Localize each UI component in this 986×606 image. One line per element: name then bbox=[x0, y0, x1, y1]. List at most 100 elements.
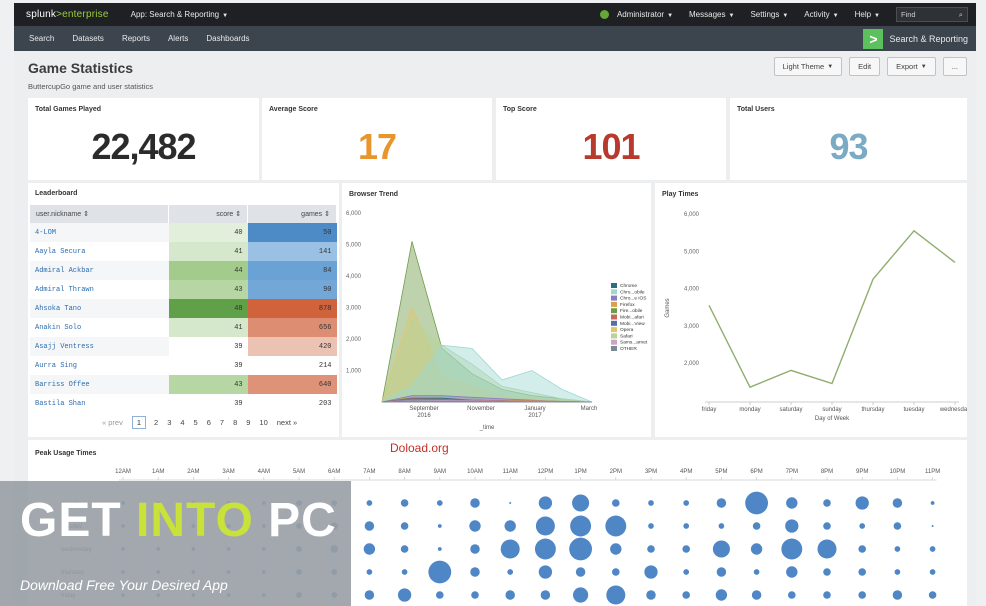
usage-bubble[interactable] bbox=[752, 522, 761, 530]
usage-bubble[interactable] bbox=[535, 516, 555, 536]
usage-bubble[interactable] bbox=[745, 491, 768, 515]
usage-bubble[interactable] bbox=[470, 567, 480, 577]
usage-bubble[interactable] bbox=[894, 569, 901, 575]
usage-bubble[interactable] bbox=[437, 524, 442, 528]
usage-bubble[interactable] bbox=[363, 543, 376, 555]
nickname-cell[interactable]: 4-LOM bbox=[30, 223, 169, 242]
nav-item-datasets[interactable]: Datasets bbox=[72, 34, 104, 43]
usage-bubble[interactable] bbox=[534, 538, 556, 560]
column-header-nickname[interactable]: user.nickname ⇕ bbox=[30, 205, 170, 223]
usage-bubble[interactable] bbox=[538, 496, 553, 510]
legend-label[interactable]: Safari bbox=[620, 333, 633, 339]
usage-bubble[interactable] bbox=[573, 587, 589, 603]
nav-item-alerts[interactable]: Alerts bbox=[167, 34, 189, 43]
legend-label[interactable]: Sams...arnet bbox=[620, 340, 648, 346]
legend-label[interactable]: Fire...obile bbox=[620, 308, 643, 314]
page-link-1[interactable]: 1 bbox=[131, 416, 147, 429]
activity-menu[interactable]: Activity ▼ bbox=[804, 10, 838, 19]
usage-bubble[interactable] bbox=[538, 565, 553, 579]
page-link-3[interactable]: 3 bbox=[167, 418, 172, 427]
settings-menu[interactable]: Settings ▼ bbox=[750, 10, 788, 19]
usage-bubble[interactable] bbox=[364, 590, 375, 600]
usage-bubble[interactable] bbox=[471, 591, 479, 599]
usage-bubble[interactable] bbox=[892, 590, 903, 600]
export-button[interactable]: Export ▼ bbox=[887, 57, 936, 76]
usage-bubble[interactable] bbox=[785, 519, 799, 533]
usage-bubble[interactable] bbox=[570, 515, 592, 537]
usage-bubble[interactable] bbox=[682, 545, 690, 553]
usage-bubble[interactable] bbox=[612, 499, 620, 507]
usage-bubble[interactable] bbox=[436, 591, 444, 599]
usage-bubble[interactable] bbox=[892, 498, 903, 508]
usage-bubble[interactable] bbox=[716, 498, 727, 508]
usage-bubble[interactable] bbox=[366, 569, 373, 575]
help-menu[interactable]: Help ▼ bbox=[855, 10, 880, 19]
usage-bubble[interactable] bbox=[646, 590, 656, 600]
usage-bubble[interactable] bbox=[858, 568, 866, 576]
usage-bubble[interactable] bbox=[929, 569, 936, 575]
nav-item-search[interactable]: Search bbox=[29, 34, 55, 43]
user-menu[interactable]: Administrator ▼ bbox=[617, 10, 673, 19]
usage-bubble[interactable] bbox=[858, 545, 866, 553]
usage-bubble[interactable] bbox=[823, 568, 831, 576]
usage-bubble[interactable] bbox=[397, 588, 412, 602]
find-input[interactable]: Find ⌕ bbox=[896, 7, 968, 22]
area-series-other[interactable] bbox=[381, 400, 593, 403]
page-link-7[interactable]: 7 bbox=[219, 418, 225, 427]
line-series-games[interactable] bbox=[708, 229, 956, 389]
page-link-10[interactable]: 10 bbox=[259, 418, 268, 427]
page-link-2[interactable]: 2 bbox=[154, 418, 159, 427]
usage-bubble[interactable] bbox=[504, 520, 516, 532]
usage-bubble[interactable] bbox=[893, 522, 902, 530]
usage-bubble[interactable] bbox=[436, 500, 443, 506]
app-title[interactable]: > Search & Reporting bbox=[863, 28, 968, 49]
usage-bubble[interactable] bbox=[401, 569, 408, 575]
legend-label[interactable]: Mobi...afari bbox=[620, 315, 644, 321]
area-series-safari[interactable] bbox=[381, 319, 593, 403]
more-button[interactable]: ... bbox=[942, 57, 967, 76]
usage-bubble[interactable] bbox=[505, 590, 515, 600]
usage-bubble[interactable] bbox=[823, 522, 831, 530]
legend-label[interactable]: Firefox bbox=[620, 302, 635, 308]
edit-button[interactable]: Edit bbox=[849, 57, 881, 76]
nickname-cell[interactable]: Ahsoka Tano bbox=[30, 299, 169, 318]
usage-bubble[interactable] bbox=[509, 502, 512, 504]
theme-button[interactable]: Light Theme ▼ bbox=[773, 57, 843, 76]
legend-label[interactable]: Opera bbox=[620, 327, 634, 333]
usage-bubble[interactable] bbox=[644, 565, 658, 579]
usage-bubble[interactable] bbox=[750, 543, 763, 555]
usage-bubble[interactable] bbox=[400, 545, 409, 553]
usage-bubble[interactable] bbox=[683, 523, 690, 529]
nickname-cell[interactable]: Bastila Shan bbox=[35, 399, 86, 408]
usage-bubble[interactable] bbox=[428, 560, 452, 584]
usage-bubble[interactable] bbox=[712, 540, 730, 558]
usage-bubble[interactable] bbox=[606, 585, 626, 605]
usage-bubble[interactable] bbox=[751, 590, 762, 600]
usage-bubble[interactable] bbox=[572, 494, 590, 512]
usage-bubble[interactable] bbox=[575, 567, 586, 577]
page-link-8[interactable]: 8 bbox=[233, 418, 238, 427]
usage-bubble[interactable] bbox=[470, 498, 480, 508]
legend-label[interactable]: OTHER bbox=[620, 346, 637, 352]
app-menu[interactable]: App: Search & Reporting ▼ bbox=[131, 10, 228, 19]
usage-bubble[interactable] bbox=[437, 547, 442, 551]
usage-bubble[interactable] bbox=[823, 499, 831, 507]
usage-bubble[interactable] bbox=[928, 591, 937, 599]
usage-bubble[interactable] bbox=[540, 590, 551, 600]
usage-bubble[interactable] bbox=[930, 501, 935, 505]
usage-bubble[interactable] bbox=[715, 589, 728, 601]
prev-page-link[interactable]: « prev bbox=[102, 418, 123, 427]
nickname-cell[interactable]: Admiral Ackbar bbox=[30, 261, 169, 280]
nav-item-reports[interactable]: Reports bbox=[121, 34, 150, 43]
nickname-cell[interactable]: Asajj Ventress bbox=[30, 337, 169, 356]
usage-bubble[interactable] bbox=[569, 537, 592, 561]
nickname-cell[interactable]: Aurra Sing bbox=[35, 361, 78, 370]
usage-bubble[interactable] bbox=[786, 497, 798, 509]
legend-label[interactable]: Chrome bbox=[620, 283, 637, 289]
usage-bubble[interactable] bbox=[786, 566, 798, 578]
usage-bubble[interactable] bbox=[683, 500, 690, 506]
usage-bubble[interactable] bbox=[400, 499, 409, 507]
nickname-cell[interactable]: Barriss Offee bbox=[30, 375, 169, 394]
usage-bubble[interactable] bbox=[470, 544, 480, 554]
page-link-9[interactable]: 9 bbox=[246, 418, 251, 427]
